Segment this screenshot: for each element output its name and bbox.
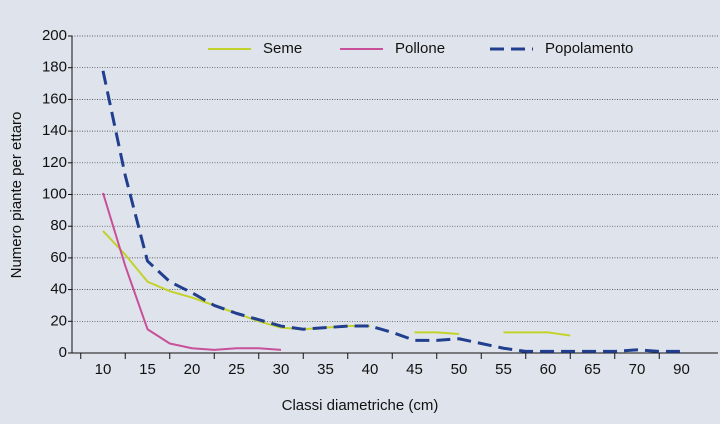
x-tick-label: 25 (228, 361, 245, 378)
x-axis-label: Classi diametriche (cm) (282, 397, 439, 414)
series-line (503, 331, 571, 337)
y-tick-label: 20 (50, 312, 67, 329)
legend-label: Seme (263, 40, 302, 57)
y-tick-label: 100 (42, 185, 67, 202)
x-tick-label: 60 (540, 361, 557, 378)
x-tick-label: 30 (273, 361, 290, 378)
x-tick-label: 70 (629, 361, 646, 378)
x-tick-label: 45 (406, 361, 423, 378)
legend-label: Pollone (395, 40, 445, 57)
y-axis-label: Numero piante per ettaro (8, 112, 25, 279)
y-tick-label: 180 (42, 59, 67, 76)
x-tick-label: 10 (95, 361, 112, 378)
series-line (414, 331, 460, 335)
x-tick-label: 40 (362, 361, 379, 378)
y-tick-label: 60 (50, 249, 67, 266)
x-tick-label: 35 (317, 361, 334, 378)
y-tick-label: 0 (59, 344, 67, 361)
y-tick-label: 200 (42, 27, 67, 44)
x-tick-label: 55 (495, 361, 512, 378)
series-line (101, 70, 682, 353)
y-tick-label: 160 (42, 90, 67, 107)
x-tick-label: 65 (584, 361, 601, 378)
y-tick-label: 40 (50, 281, 67, 298)
x-tick-label: 20 (184, 361, 201, 378)
x-tick-label: 90 (673, 361, 690, 378)
y-tick-label: 80 (50, 217, 67, 234)
legend-label: Popolamento (545, 40, 633, 57)
x-tick-label: 50 (451, 361, 468, 378)
y-tick-label: 140 (42, 122, 67, 139)
y-tick-label: 120 (42, 154, 67, 171)
series-line (102, 192, 282, 351)
x-tick-label: 15 (139, 361, 156, 378)
